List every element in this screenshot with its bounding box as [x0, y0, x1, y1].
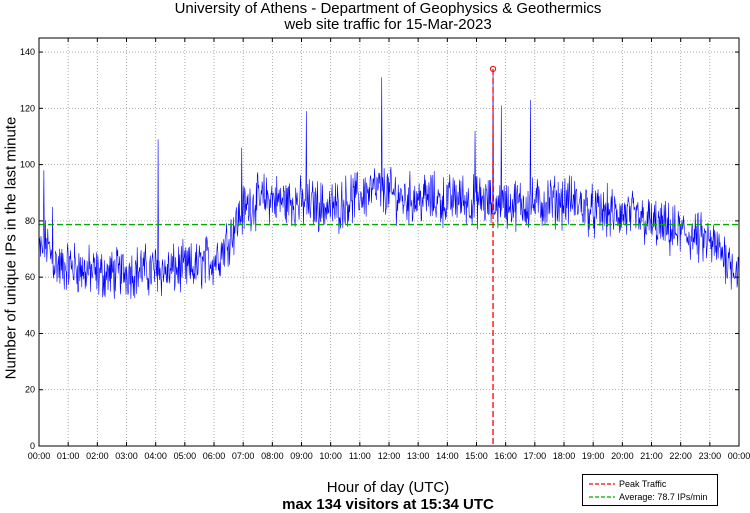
- y-tick-label: 80: [25, 216, 35, 226]
- x-tick-label: 11:00: [349, 451, 371, 461]
- x-tick-label: 19:00: [582, 451, 605, 461]
- x-tick-label: 17:00: [524, 451, 547, 461]
- x-tick-label: 08:00: [261, 451, 284, 461]
- axis-ticks: 0 20 40 60 80 100 120 140 00:00 01:00 02:00 03:00 04…: [20, 38, 750, 461]
- grid-lines: [39, 38, 739, 446]
- x-axis-label: Hour of day (UTC): [326, 479, 450, 496]
- x-tick-label: 18:00: [553, 451, 576, 461]
- y-tick-label: 0: [30, 441, 35, 451]
- legend-item-peak: Peak Traffic: [589, 478, 666, 490]
- y-tick-label: 20: [25, 385, 35, 395]
- x-tick-label: 07:00: [232, 451, 255, 461]
- legend-item-average: Average: 78.7 IPs/min: [589, 491, 707, 503]
- x-tick-label: 22:00: [669, 451, 692, 461]
- y-axis-label: Number of unique IPs in the last minute: [2, 116, 20, 380]
- legend-label-peak: Peak Traffic: [619, 479, 667, 489]
- y-tick-label: 60: [25, 272, 35, 282]
- y-tick-label: 100: [20, 160, 35, 170]
- traffic-series-line: [38, 68, 740, 299]
- x-tick-label: 10:00: [319, 451, 342, 461]
- x-tick-label: 06:00: [203, 451, 226, 461]
- x-tick-label: 05:00: [174, 451, 197, 461]
- x-tick-label: 23:00: [699, 451, 722, 461]
- x-tick-label: 16:00: [494, 451, 517, 461]
- x-tick-label: 14:00: [436, 451, 459, 461]
- legend-label-average: Average: 78.7 IPs/min: [619, 492, 708, 502]
- x-tick-label: 13:00: [407, 451, 430, 461]
- peak-marker: [489, 65, 497, 73]
- x-tick-label: 02:00: [86, 451, 109, 461]
- y-tick-label: 140: [20, 47, 35, 57]
- x-tick-label: 04:00: [144, 451, 167, 461]
- average-swatch: [589, 496, 615, 498]
- x-tick-label: 20:00: [611, 451, 634, 461]
- peak-swatch: [589, 483, 615, 485]
- x-tick-label: 00:00: [28, 451, 51, 461]
- chart-title: University of Athens - Department of Geo…: [174, 0, 602, 17]
- chart-subtitle: web site traffic for 15-Mar-2023: [284, 16, 492, 33]
- x-tick-label: 15:00: [465, 451, 488, 461]
- y-tick-label: 120: [20, 103, 35, 113]
- x-tick-label: 21:00: [640, 451, 663, 461]
- x-tick-label: 00:00: [728, 451, 750, 461]
- y-tick-label: 40: [25, 328, 35, 338]
- x-tick-label: 09:00: [290, 451, 313, 461]
- x-tick-label: 03:00: [115, 451, 138, 461]
- reference-lines: [39, 65, 739, 446]
- peak-summary: max 134 visitors at 15:34 UTC: [282, 496, 494, 513]
- x-tick-label: 01:00: [57, 451, 80, 461]
- x-tick-label: 12:00: [378, 451, 401, 461]
- series-layer: [38, 68, 740, 299]
- legend: Peak Traffic Average: 78.7 IPs/min: [582, 474, 718, 506]
